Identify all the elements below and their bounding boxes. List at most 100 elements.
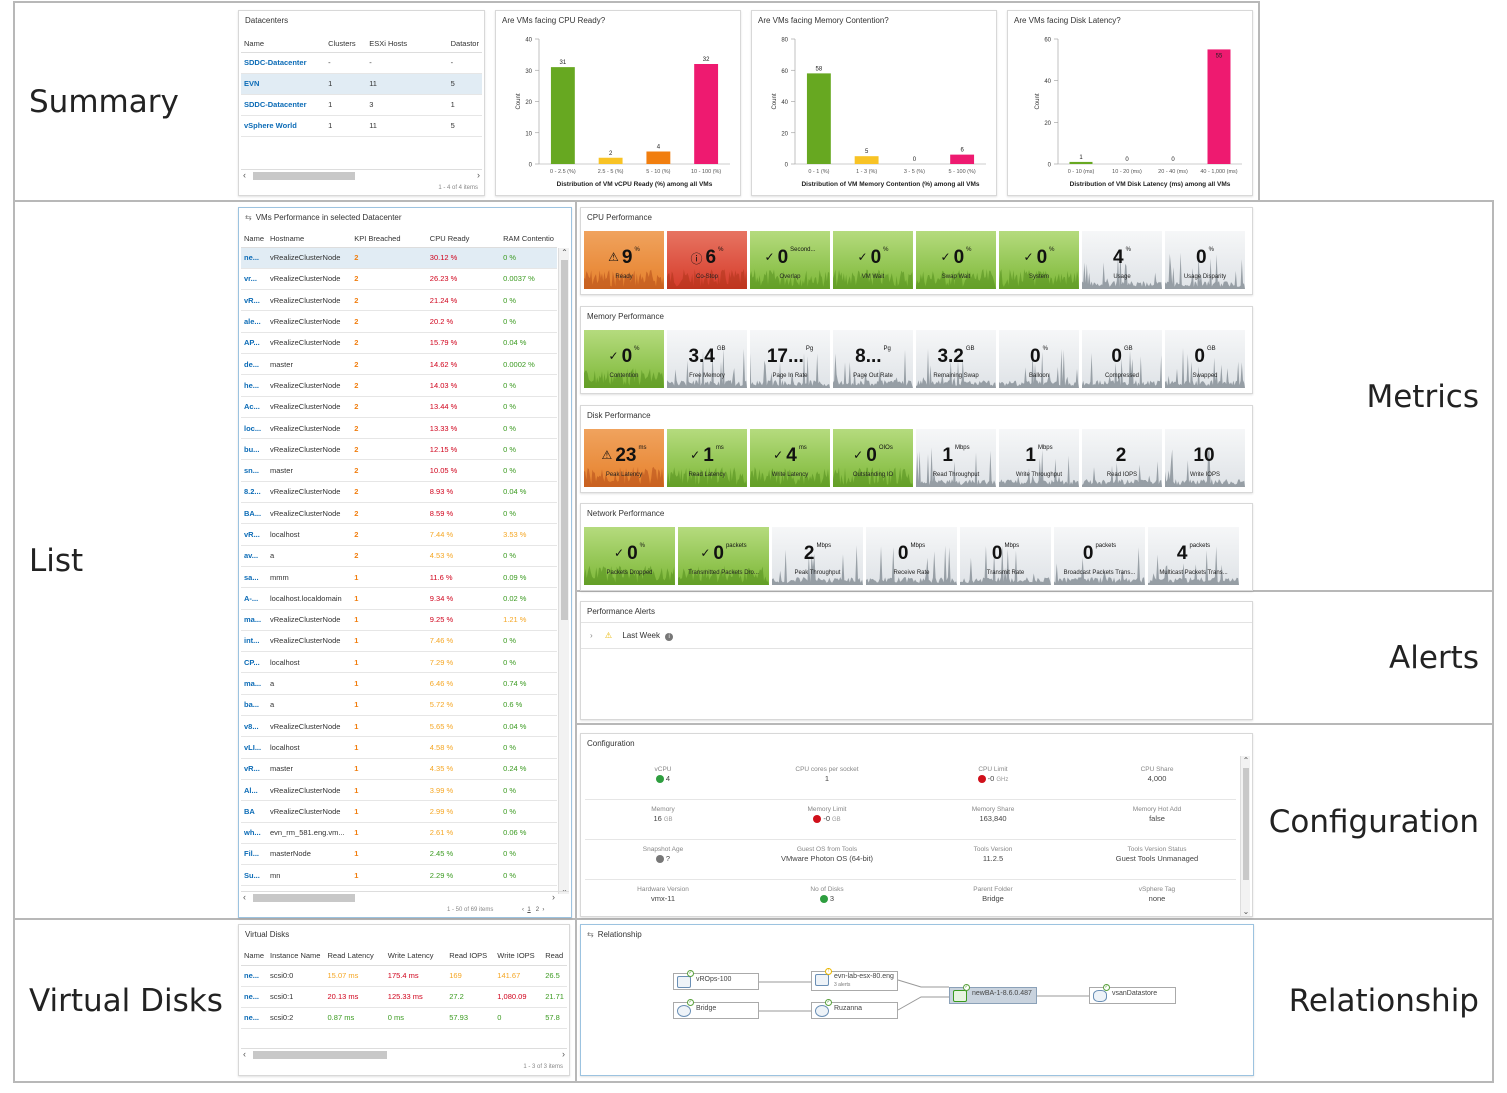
vm-name-link[interactable]: he...	[241, 374, 268, 397]
metric-tile[interactable]: 8... Pg Page Out Rate	[832, 329, 914, 389]
table-row[interactable]: ne... scsi0:2 0.87 ms 0 ms 57.93 0 57.8	[241, 1007, 567, 1029]
page-1[interactable]: 1	[527, 907, 531, 913]
column-header[interactable]: KPI Breached	[351, 231, 427, 248]
vm-name-link[interactable]: AP...	[241, 332, 268, 354]
table-row[interactable]: BA... vRealizeClusterNode 2 8.59 % 0 %	[241, 502, 557, 525]
table-row[interactable]: de... master 2 14.62 % 0.0002 %	[241, 353, 557, 376]
datacenter-name-link[interactable]: SDDC-Datacenter	[241, 94, 326, 116]
vm-name-link[interactable]: av...	[241, 545, 268, 567]
vm-vscrollbar[interactable]: ⌃ ⌄	[558, 248, 569, 894]
table-row[interactable]: av... a 2 4.53 % 0 %	[241, 545, 557, 567]
bar[interactable]	[950, 154, 975, 164]
table-row[interactable]: EVN 1 11 5	[241, 73, 482, 95]
metric-tile[interactable]: 2 Read IOPS	[1081, 428, 1163, 488]
scrollbar-thumb[interactable]	[253, 172, 355, 180]
scroll-down-icon[interactable]: ⌄	[1242, 907, 1250, 916]
metric-tile[interactable]: 0% Balloon	[998, 329, 1080, 389]
table-row[interactable]: loc... vRealizeClusterNode 2 13.33 % 0 %	[241, 417, 557, 440]
vm-name-link[interactable]: BA	[241, 800, 268, 823]
table-row[interactable]: ne... vRealizeClusterNode 2 30.12 % 0 %	[241, 247, 557, 269]
table-row[interactable]: AP... vRealizeClusterNode 2 15.79 % 0.04 %	[241, 332, 557, 354]
column-header[interactable]: CPU Ready	[426, 231, 501, 248]
vm-name-link[interactable]: Al...	[241, 779, 268, 802]
vm-name-link[interactable]: bu...	[241, 438, 268, 461]
vm-name-link[interactable]: sa...	[241, 566, 268, 589]
metric-tile[interactable]: 2 Mbps Peak Throughput	[771, 526, 864, 586]
metric-tile[interactable]: 4% Usage	[1081, 230, 1163, 290]
column-header[interactable]: Read	[542, 947, 567, 966]
alert-group-row[interactable]: › ⚠ Last Week i	[590, 631, 674, 641]
metric-tile[interactable]: 0% Usage Disparity	[1164, 230, 1246, 290]
scrollbar-thumb[interactable]	[561, 260, 568, 620]
metric-tile[interactable]: ✓ 1 ms Read Latency	[666, 428, 748, 488]
vm-name-link[interactable]: ma...	[241, 609, 268, 631]
metric-tile[interactable]: 0 Mbps Transmit Rate	[959, 526, 1052, 586]
scroll-right-icon[interactable]: ›	[552, 892, 555, 902]
column-header[interactable]: Instance Name	[267, 947, 325, 966]
table-row[interactable]: sn... master 2 10.05 % 0 %	[241, 459, 557, 482]
metric-tile[interactable]: ✓ 4 ms Write Latency	[749, 428, 831, 488]
scroll-down-icon[interactable]: ⌄	[561, 885, 568, 894]
vm-name-link[interactable]: vR...	[241, 758, 268, 780]
bar[interactable]	[550, 67, 575, 164]
vm-name-link[interactable]: ne...	[241, 247, 268, 269]
node-host[interactable]: ! evn-lab-esx-80.eng 3 alerts	[811, 968, 898, 991]
bar[interactable]	[646, 151, 671, 165]
disk-name-link[interactable]: ne...	[241, 965, 268, 987]
table-row[interactable]: Ac... vRealizeClusterNode 2 13.44 % 0 %	[241, 396, 557, 418]
vm-hscrollbar[interactable]: ‹ ›	[241, 891, 569, 902]
table-row[interactable]: bu... vRealizeClusterNode 2 12.15 % 0 %	[241, 438, 557, 461]
vm-name-link[interactable]: vLI...	[241, 736, 268, 759]
vm-name-link[interactable]: wh...	[241, 822, 268, 844]
datacenter-name-link[interactable]: SDDC-Datacenter	[241, 52, 326, 74]
table-row[interactable]: vSphere World 1 11 5	[241, 115, 482, 137]
metric-tile[interactable]: ✓ 0 Second... Overlap	[749, 230, 831, 290]
column-header[interactable]: Write IOPS	[494, 947, 543, 966]
table-row[interactable]: ma... a 1 6.46 % 0.74 %	[241, 672, 557, 695]
vm-name-link[interactable]: de...	[241, 353, 268, 376]
metric-tile[interactable]: ✓ 0 packets Transmitted Packets Dro...	[677, 526, 770, 586]
metric-tile[interactable]: 0 GB Compressed	[1081, 329, 1163, 389]
metric-tile[interactable]: ✓ 0% VM Wait	[832, 230, 914, 290]
metric-tile[interactable]: ✓ 0% Packets Dropped	[583, 526, 676, 586]
metric-tile[interactable]: 1 Mbps Write Throughput	[998, 428, 1080, 488]
metric-tile[interactable]: 17... Pg Page In Rate	[749, 329, 831, 389]
vm-name-link[interactable]: 8.2...	[241, 481, 268, 504]
table-row[interactable]: vR... vRealizeClusterNode 2 21.24 % 0 %	[241, 289, 557, 312]
next-page-icon[interactable]: ›	[542, 907, 545, 913]
table-row[interactable]: sa... mmm 1 11.6 % 0.09 %	[241, 566, 557, 589]
metric-tile[interactable]: ⚠ 23 ms Peak Latency	[583, 428, 665, 488]
column-header[interactable]: Read IOPS	[446, 947, 495, 966]
page-2[interactable]: 2	[535, 907, 540, 913]
table-row[interactable]: Fil... masterNode 1 2.45 % 0 %	[241, 843, 557, 866]
vm-name-link[interactable]: ale...	[241, 310, 268, 333]
scroll-right-icon[interactable]: ›	[477, 170, 480, 180]
scroll-left-icon[interactable]: ‹	[243, 170, 246, 180]
metric-tile[interactable]: 4 packets Multicast Packets Trans...	[1147, 526, 1240, 586]
table-row[interactable]: ale... vRealizeClusterNode 2 20.2 % 0 %	[241, 310, 557, 333]
prev-page-icon[interactable]: ‹	[522, 907, 524, 913]
datacenters-hscrollbar[interactable]: ‹ ›	[241, 169, 482, 180]
table-row[interactable]: he... vRealizeClusterNode 2 14.03 % 0 %	[241, 374, 557, 397]
bar[interactable]	[1069, 161, 1093, 164]
virtual-disks-hscrollbar[interactable]: ‹ ›	[241, 1048, 567, 1059]
info-icon[interactable]: i	[665, 633, 674, 641]
vm-name-link[interactable]: Ac...	[241, 396, 268, 418]
metric-tile[interactable]: ⚠ 9% Ready	[583, 230, 665, 290]
scroll-up-icon[interactable]: ⌃	[561, 248, 568, 257]
table-row[interactable]: vr... vRealizeClusterNode 2 26.23 % 0.0037 %	[241, 268, 557, 291]
vm-name-link[interactable]: A-...	[241, 587, 268, 610]
column-header[interactable]: Datastor	[447, 35, 482, 53]
column-header[interactable]: ESXi Hosts	[366, 35, 448, 53]
column-header[interactable]: Name	[241, 231, 268, 248]
table-row[interactable]: BA vRealizeClusterNode 1 2.99 % 0 %	[241, 800, 557, 823]
metric-tile[interactable]: 0 GB Swapped	[1164, 329, 1246, 389]
scrollbar-thumb[interactable]	[253, 894, 355, 902]
vm-name-link[interactable]: CP...	[241, 651, 268, 674]
metric-tile[interactable]: ✓ 0% Contention	[583, 329, 665, 389]
vm-name-link[interactable]: sn...	[241, 459, 268, 482]
column-header[interactable]: Name	[241, 35, 326, 53]
disk-name-link[interactable]: ne...	[241, 1007, 268, 1029]
datacenter-name-link[interactable]: vSphere World	[241, 115, 326, 137]
vm-name-link[interactable]: BA...	[241, 502, 268, 525]
